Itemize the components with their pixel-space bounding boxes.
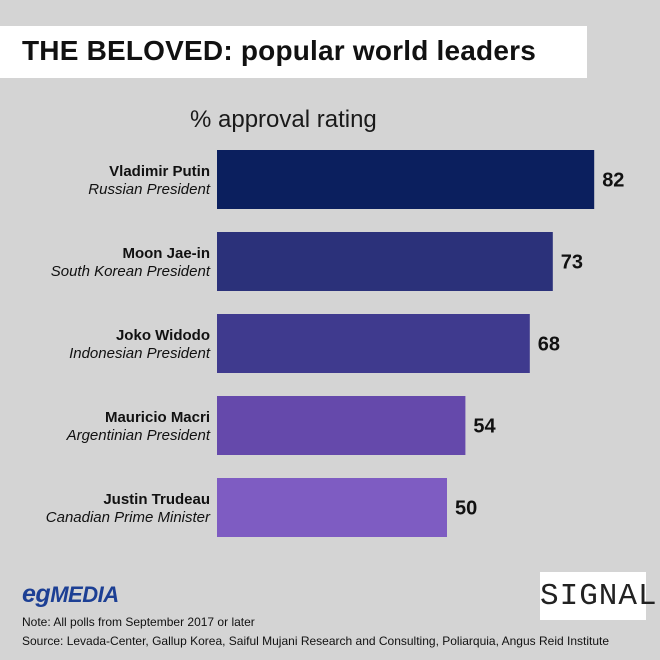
category-label: Moon Jae-in <box>122 245 210 262</box>
value-label: 54 <box>473 416 496 438</box>
source-text: Source: Levada-Center, Gallup Korea, Sai… <box>22 634 610 648</box>
category-role-label: Russian President <box>88 181 211 198</box>
category-label: Joko Widodo <box>116 327 210 344</box>
bar-justin-trudeau <box>217 478 447 537</box>
value-label: 82 <box>602 170 624 192</box>
category-role-label: South Korean President <box>51 263 211 280</box>
bar-mauricio-macri <box>217 396 466 455</box>
bar-vladimir-putin <box>217 150 595 209</box>
signal-logo: SIGNAL <box>540 579 658 614</box>
category-role-label: Canadian Prime Minister <box>46 509 211 526</box>
chart-title: THE BELOVED: popular world leaders <box>22 35 536 66</box>
category-label: Vladimir Putin <box>109 163 210 180</box>
category-role-label: Indonesian President <box>69 345 211 362</box>
category-label: Mauricio Macri <box>105 409 210 426</box>
value-label: 68 <box>538 334 560 356</box>
axis-label: % approval rating <box>190 106 377 133</box>
bar-moon-jae-in <box>217 232 553 291</box>
note-text: Note: All polls from September 2017 or l… <box>22 615 255 629</box>
title-banner: THE BELOVED: popular world leaders <box>0 26 587 78</box>
egmedia-logo: egMEDIA <box>22 580 119 608</box>
value-label: 73 <box>561 252 583 274</box>
bar-joko-widodo <box>217 314 530 373</box>
category-role-label: Argentinian President <box>66 427 211 444</box>
value-label: 50 <box>455 498 477 520</box>
signal-logo-box: SIGNAL <box>540 572 658 620</box>
category-label: Justin Trudeau <box>103 491 210 508</box>
